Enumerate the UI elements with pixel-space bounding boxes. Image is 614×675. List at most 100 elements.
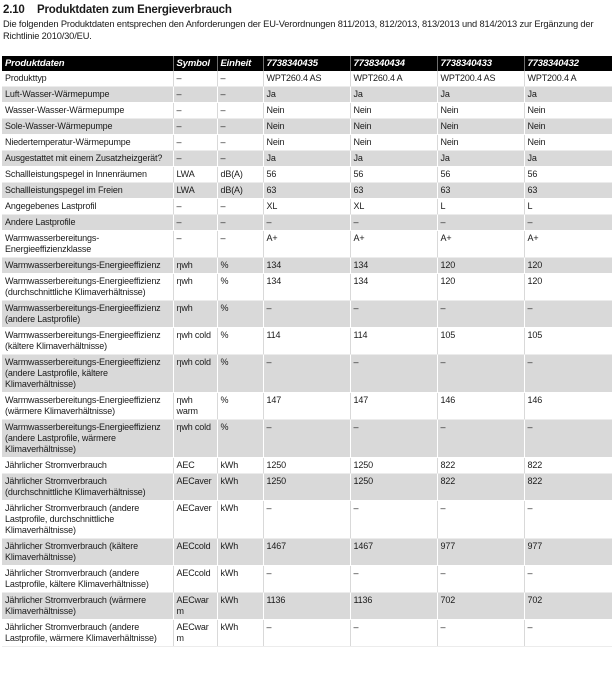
row-value-4: – xyxy=(523,214,612,231)
row-value-3: 977 xyxy=(436,538,524,566)
row-value-4: 977 xyxy=(523,538,612,566)
row-value-3: Nein xyxy=(436,118,524,135)
row-value-3: 105 xyxy=(436,327,524,355)
row-value-1: Nein xyxy=(262,118,350,135)
row-unit: – xyxy=(216,198,263,215)
row-value-2: WPT260.4 A xyxy=(349,71,437,87)
row-value-2: Ja xyxy=(349,86,437,103)
row-symbol: – xyxy=(172,150,217,167)
row-value-2: 134 xyxy=(349,257,437,274)
row-value-4: – xyxy=(523,354,612,393)
row-label: Warmwasserbereitungs-Energieeffizienz (d… xyxy=(2,273,173,301)
row-value-4: A+ xyxy=(523,230,612,258)
row-value-4: 120 xyxy=(523,257,612,274)
row-symbol: – xyxy=(172,214,217,231)
column-header-article-4: 7738340432 xyxy=(523,56,612,71)
row-value-4: – xyxy=(523,500,612,539)
row-symbol: – xyxy=(172,102,217,119)
table-body: Produkttyp – – WPT260.4 AS WPT260.4 A WP… xyxy=(2,71,612,647)
row-label: Jährlicher Stromverbrauch (andere Lastpr… xyxy=(2,619,173,647)
row-value-1: A+ xyxy=(262,230,350,258)
row-unit: % xyxy=(216,392,263,420)
row-label: Wasser-Wasser-Wärmepumpe xyxy=(2,102,173,119)
row-value-3: 56 xyxy=(436,166,524,183)
row-label: Luft-Wasser-Wärmepumpe xyxy=(2,86,173,103)
row-symbol: AECcold xyxy=(172,538,217,566)
row-unit: % xyxy=(216,257,263,274)
table-row: Jährlicher Stromverbrauch AEC kWh 1250 1… xyxy=(2,457,612,474)
section-heading: 2.10 Produktdaten zum Energieverbrauch xyxy=(3,4,612,16)
row-value-2: – xyxy=(349,354,437,393)
column-header-produktdaten: Produktdaten xyxy=(2,56,173,71)
row-unit: kWh xyxy=(216,500,263,539)
row-value-2: 114 xyxy=(349,327,437,355)
row-value-2: – xyxy=(349,565,437,593)
row-value-3: – xyxy=(436,214,524,231)
row-value-3: 120 xyxy=(436,257,524,274)
row-value-4: Ja xyxy=(523,86,612,103)
row-value-4: – xyxy=(523,419,612,458)
row-unit: kWh xyxy=(216,473,263,501)
intro-paragraph: Die folgenden Produktdaten entsprechen d… xyxy=(3,19,594,41)
row-value-1: 56 xyxy=(262,166,350,183)
row-value-3: 120 xyxy=(436,273,524,301)
row-value-2: 63 xyxy=(349,182,437,199)
row-value-1: Ja xyxy=(262,150,350,167)
row-symbol: – xyxy=(172,230,217,258)
column-header-article-2: 7738340434 xyxy=(349,56,437,71)
row-symbol: ηwh warm xyxy=(172,392,217,420)
row-label: Jährlicher Stromverbrauch (andere Lastpr… xyxy=(2,565,173,593)
row-value-1: – xyxy=(262,354,350,393)
row-label: Andere Lastprofile xyxy=(2,214,173,231)
row-symbol: AECaver xyxy=(172,500,217,539)
row-value-2: – xyxy=(349,214,437,231)
table-row: Warmwasserbereitungs-Energieeffizienz (k… xyxy=(2,327,612,355)
row-symbol: AECwarm xyxy=(172,619,217,647)
row-value-3: – xyxy=(436,354,524,393)
table-row: Jährlicher Stromverbrauch (wärmere Klima… xyxy=(2,592,612,620)
row-label: Jährlicher Stromverbrauch (durchschnittl… xyxy=(2,473,173,501)
row-value-3: – xyxy=(436,619,524,647)
row-value-3: – xyxy=(436,500,524,539)
row-value-4: 146 xyxy=(523,392,612,420)
table-row: Angegebenes Lastprofil – – XL XL L L xyxy=(2,198,612,215)
table-row: Schallleistungspegel in Innenräumen LWA … xyxy=(2,166,612,183)
table-row: Warmwasserbereitungs-Energieeffizienzkla… xyxy=(2,230,612,258)
row-value-4: Nein xyxy=(523,134,612,151)
row-value-2: 1467 xyxy=(349,538,437,566)
row-unit: % xyxy=(216,419,263,458)
row-symbol: ηwh xyxy=(172,300,217,328)
row-value-1: 1250 xyxy=(262,473,350,501)
table-row: Ausgestattet mit einem Zusatzheizgerät? … xyxy=(2,150,612,167)
row-value-1: – xyxy=(262,565,350,593)
row-symbol: LWA xyxy=(172,166,217,183)
row-value-4: 822 xyxy=(523,473,612,501)
row-symbol: AEC xyxy=(172,457,217,474)
row-value-3: – xyxy=(436,565,524,593)
row-value-3: 63 xyxy=(436,182,524,199)
row-label: Warmwasserbereitungs-Energieeffizienz xyxy=(2,257,173,274)
row-value-1: 1467 xyxy=(262,538,350,566)
row-unit: kWh xyxy=(216,457,263,474)
row-symbol: AECaver xyxy=(172,473,217,501)
row-value-4: L xyxy=(523,198,612,215)
row-value-3: 702 xyxy=(436,592,524,620)
row-unit: – xyxy=(216,214,263,231)
row-unit: % xyxy=(216,300,263,328)
row-unit: – xyxy=(216,86,263,103)
table-row: Jährlicher Stromverbrauch (andere Lastpr… xyxy=(2,500,612,539)
row-value-1: – xyxy=(262,500,350,539)
row-label: Schallleistungspegel im Freien xyxy=(2,182,173,199)
column-header-article-3: 7738340433 xyxy=(436,56,524,71)
row-unit: – xyxy=(216,134,263,151)
row-label: Warmwasserbereitungs-Energieeffizienz (a… xyxy=(2,419,173,458)
row-label: Warmwasserbereitungs-Energieeffizienzkla… xyxy=(2,230,173,258)
row-value-2: 56 xyxy=(349,166,437,183)
row-symbol: – xyxy=(172,71,217,87)
row-unit: kWh xyxy=(216,592,263,620)
row-value-4: 822 xyxy=(523,457,612,474)
row-label: Warmwasserbereitungs-Energieeffizienz (a… xyxy=(2,354,173,393)
row-value-1: – xyxy=(262,619,350,647)
row-value-2: Nein xyxy=(349,118,437,135)
